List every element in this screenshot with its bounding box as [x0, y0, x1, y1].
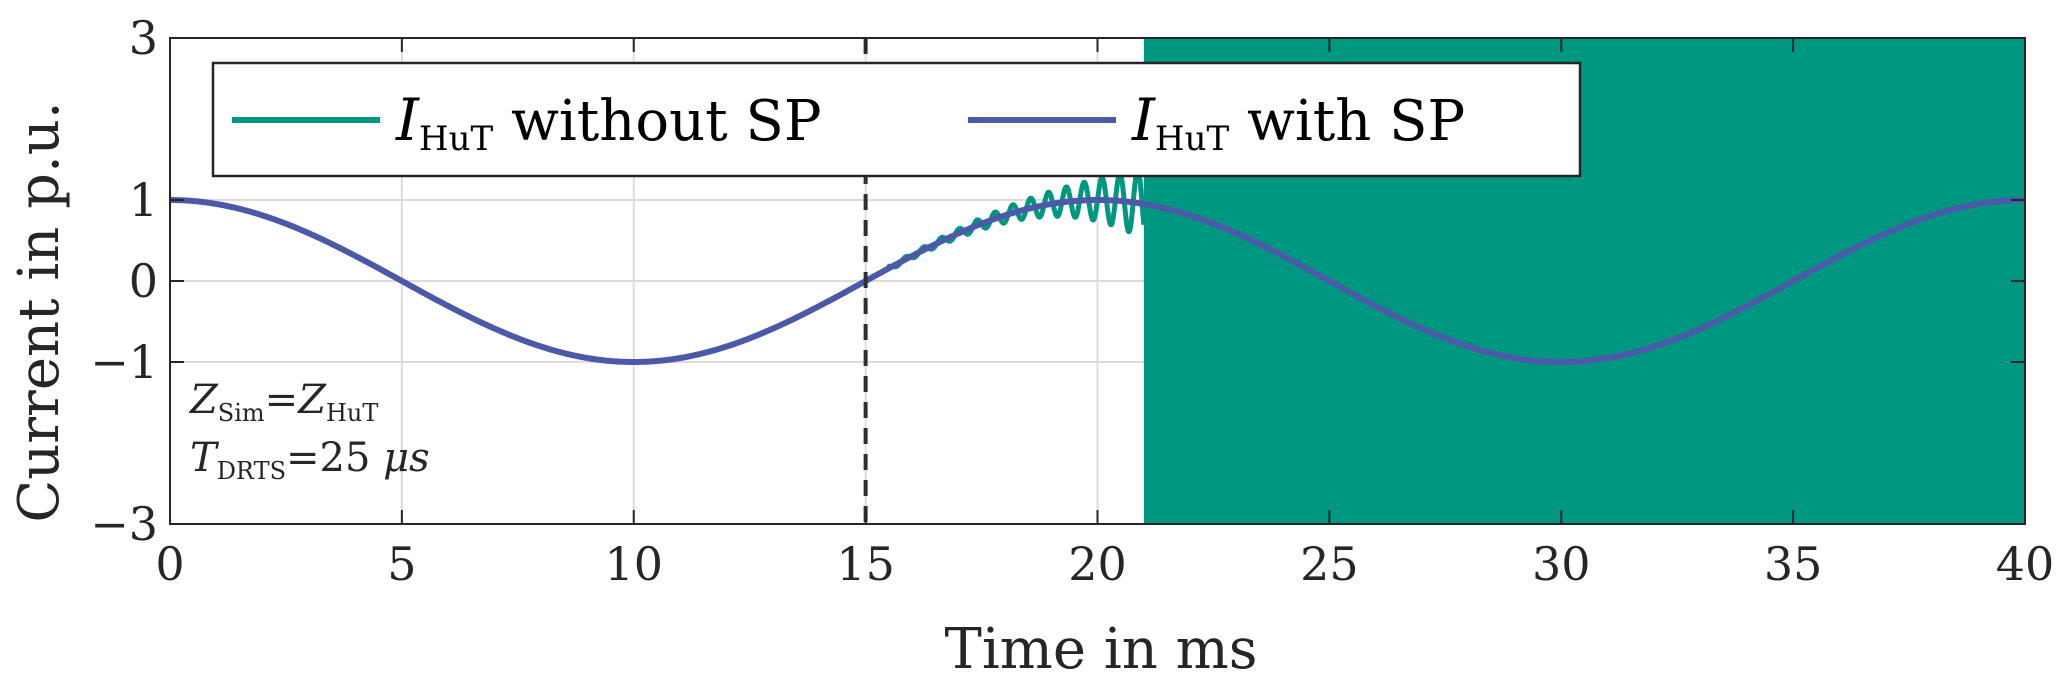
x-tick-label: 15: [836, 537, 895, 591]
y-tick-label: −1: [90, 335, 158, 389]
y-tick-label: 3: [129, 11, 158, 65]
y-axis-label: Current in p.u.: [7, 101, 72, 522]
x-tick-label: 0: [155, 537, 184, 591]
y-tick-label: 0: [129, 254, 158, 308]
y-tick-label: −3: [90, 497, 158, 551]
legend-label: IHuT with SP: [1131, 86, 1465, 159]
series-without-sp-line: [167, 167, 1147, 365]
x-tick-label: 10: [604, 537, 663, 591]
y-tick-label: 1: [129, 173, 158, 227]
x-tick-label: 35: [1764, 537, 1823, 591]
x-axis-label: Time in ms: [945, 617, 1258, 682]
x-tick-label: 5: [387, 537, 416, 591]
annotation-line: TDRTS=25 μs: [190, 435, 430, 485]
legend-label: IHuT without SP: [395, 86, 822, 159]
legend: IHuT without SP IHuT with SP: [211, 61, 1582, 178]
axis-ticks: 0 5 10 15 20 25 30 35 40 −3 −1 0 1 3: [90, 11, 2054, 591]
x-tick-label: 25: [1300, 537, 1359, 591]
legend-box: [211, 61, 1582, 178]
parameter-annotation: ZSim=ZHuT TDRTS=25 μs: [188, 377, 430, 485]
annotation-line: ZSim=ZHuT: [188, 377, 378, 427]
series-with-sp-line: [167, 197, 2028, 365]
x-tick-label: 40: [1996, 537, 2055, 591]
x-tick-label: 20: [1068, 537, 1127, 591]
x-tick-label: 30: [1532, 537, 1591, 591]
